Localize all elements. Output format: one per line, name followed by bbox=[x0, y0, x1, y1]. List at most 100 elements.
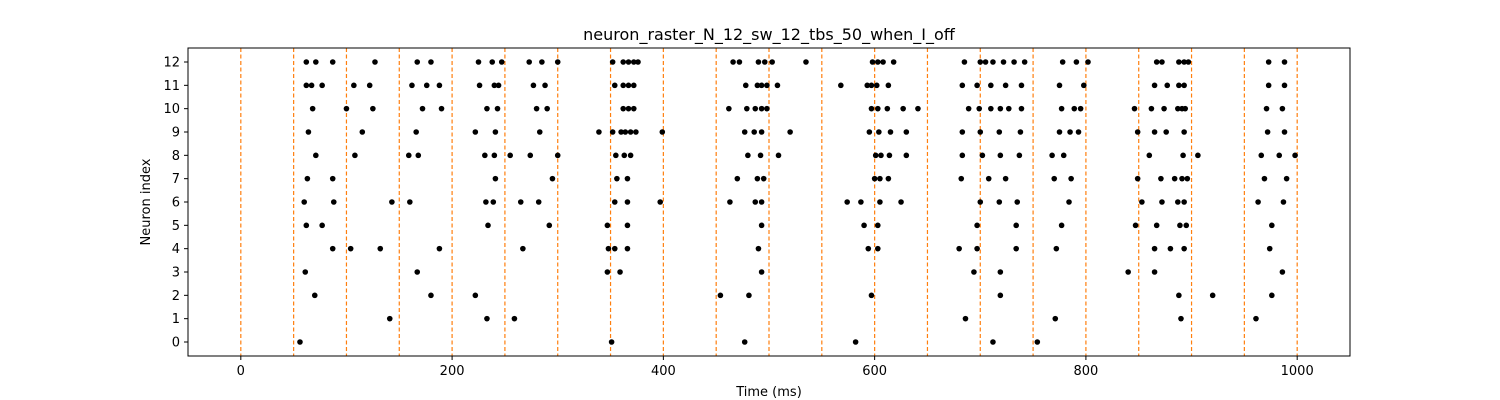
spike-point bbox=[852, 339, 859, 345]
spike-point bbox=[359, 129, 366, 135]
spike-point bbox=[754, 175, 761, 182]
x-tick-label: 0 bbox=[237, 364, 245, 379]
spike-point bbox=[974, 82, 980, 89]
spike-point bbox=[838, 82, 844, 89]
spike-point bbox=[865, 245, 872, 252]
spike-point bbox=[539, 59, 545, 65]
x-tick-label: 400 bbox=[651, 364, 676, 379]
spike-point bbox=[621, 152, 628, 159]
spike-point bbox=[303, 222, 310, 229]
burst-boundary-lines bbox=[240, 48, 1298, 356]
spike-point bbox=[751, 129, 758, 135]
spike-point bbox=[535, 199, 542, 205]
spike-point bbox=[436, 82, 443, 89]
spike-point bbox=[1179, 175, 1185, 182]
y-tick-label: 3 bbox=[172, 266, 180, 281]
spike-point bbox=[536, 129, 543, 135]
spike-point bbox=[530, 82, 537, 89]
spike-point bbox=[758, 105, 765, 112]
spike-point bbox=[887, 129, 894, 135]
spike-point bbox=[507, 152, 513, 159]
spike-point bbox=[974, 245, 980, 252]
spike-point bbox=[758, 269, 765, 275]
spike-point bbox=[492, 175, 499, 182]
spike-point bbox=[1183, 222, 1190, 229]
spike-point bbox=[875, 245, 881, 252]
spike-point bbox=[872, 152, 879, 159]
spike-point bbox=[319, 222, 325, 229]
spike-point bbox=[633, 129, 639, 135]
spike-point bbox=[990, 339, 996, 345]
spike-point bbox=[726, 105, 732, 112]
spike-point bbox=[755, 59, 762, 65]
spike-point bbox=[1134, 129, 1141, 135]
spike-point bbox=[866, 129, 873, 135]
spike-point bbox=[624, 175, 631, 182]
spike-point bbox=[741, 129, 748, 135]
spike-point bbox=[492, 129, 499, 135]
spike-point bbox=[625, 82, 632, 89]
spike-point bbox=[1059, 59, 1066, 65]
spike-point bbox=[861, 222, 867, 229]
spike-dots bbox=[297, 59, 1298, 345]
spike-point bbox=[329, 245, 336, 252]
spike-point bbox=[1269, 292, 1275, 299]
spike-point bbox=[990, 59, 996, 65]
spike-point bbox=[745, 152, 751, 159]
spike-point bbox=[1281, 59, 1288, 65]
spike-point bbox=[372, 59, 378, 65]
spike-point bbox=[546, 222, 553, 229]
spike-point bbox=[1013, 245, 1019, 252]
spike-point bbox=[1131, 105, 1138, 112]
spike-point bbox=[472, 292, 479, 299]
y-tick-label: 11 bbox=[163, 79, 180, 94]
spike-point bbox=[1181, 199, 1187, 205]
spike-point bbox=[304, 175, 311, 182]
spike-point bbox=[1181, 82, 1187, 89]
spike-point bbox=[1058, 105, 1065, 112]
spike-point bbox=[884, 105, 891, 112]
spike-point bbox=[609, 59, 616, 65]
spike-point bbox=[319, 82, 325, 89]
spike-point bbox=[877, 199, 883, 205]
spike-point bbox=[308, 82, 315, 89]
spike-point bbox=[868, 105, 875, 112]
spike-point bbox=[1014, 199, 1021, 205]
spike-point bbox=[1021, 59, 1028, 65]
spike-point bbox=[1034, 339, 1041, 345]
spike-point bbox=[1002, 82, 1009, 89]
spike-point bbox=[409, 82, 415, 89]
spike-point bbox=[875, 59, 881, 65]
spike-point bbox=[1132, 222, 1139, 229]
x-tick-label: 600 bbox=[862, 364, 887, 379]
spike-point bbox=[1283, 175, 1290, 182]
spike-point bbox=[1049, 152, 1055, 159]
spike-point bbox=[858, 199, 864, 205]
spike-point bbox=[1056, 82, 1063, 89]
spike-point bbox=[1125, 269, 1131, 275]
spike-point bbox=[758, 129, 765, 135]
y-tick-label: 4 bbox=[172, 242, 180, 257]
spike-point bbox=[1209, 292, 1216, 299]
spike-point bbox=[787, 129, 793, 135]
spike-point bbox=[1265, 59, 1272, 65]
spike-point bbox=[958, 175, 965, 182]
spike-point bbox=[609, 129, 616, 135]
spike-point bbox=[1011, 59, 1017, 65]
spike-point bbox=[752, 105, 759, 112]
spike-point bbox=[517, 199, 524, 205]
spike-point bbox=[309, 105, 316, 112]
spike-point bbox=[744, 105, 750, 112]
spike-point bbox=[876, 129, 882, 135]
spike-point bbox=[533, 105, 540, 112]
spike-point bbox=[343, 105, 350, 112]
spike-point bbox=[520, 245, 526, 252]
spike-point bbox=[620, 59, 627, 65]
spike-point bbox=[475, 59, 482, 65]
spike-point bbox=[330, 199, 337, 205]
spike-point bbox=[959, 152, 966, 159]
spike-point bbox=[1159, 199, 1165, 205]
spike-point bbox=[868, 82, 875, 89]
spike-point bbox=[1280, 199, 1287, 205]
spike-point bbox=[1264, 129, 1271, 135]
